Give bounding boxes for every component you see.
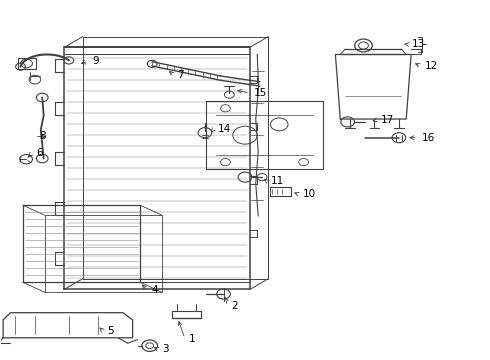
Text: 15: 15: [254, 88, 267, 98]
Text: 1: 1: [189, 333, 196, 343]
Text: 10: 10: [303, 189, 316, 199]
Text: 9: 9: [93, 56, 99, 66]
Text: 11: 11: [270, 176, 284, 186]
Text: 17: 17: [381, 115, 394, 125]
Text: 5: 5: [107, 326, 114, 336]
Text: 7: 7: [177, 70, 184, 80]
Text: 14: 14: [218, 124, 231, 134]
Text: 6: 6: [36, 148, 43, 158]
Text: 4: 4: [151, 285, 158, 296]
Text: 16: 16: [422, 133, 435, 143]
Text: 3: 3: [162, 344, 169, 354]
Text: 13: 13: [412, 40, 425, 49]
Text: 12: 12: [425, 61, 438, 71]
Text: 2: 2: [231, 301, 238, 311]
Text: 8: 8: [39, 131, 46, 141]
